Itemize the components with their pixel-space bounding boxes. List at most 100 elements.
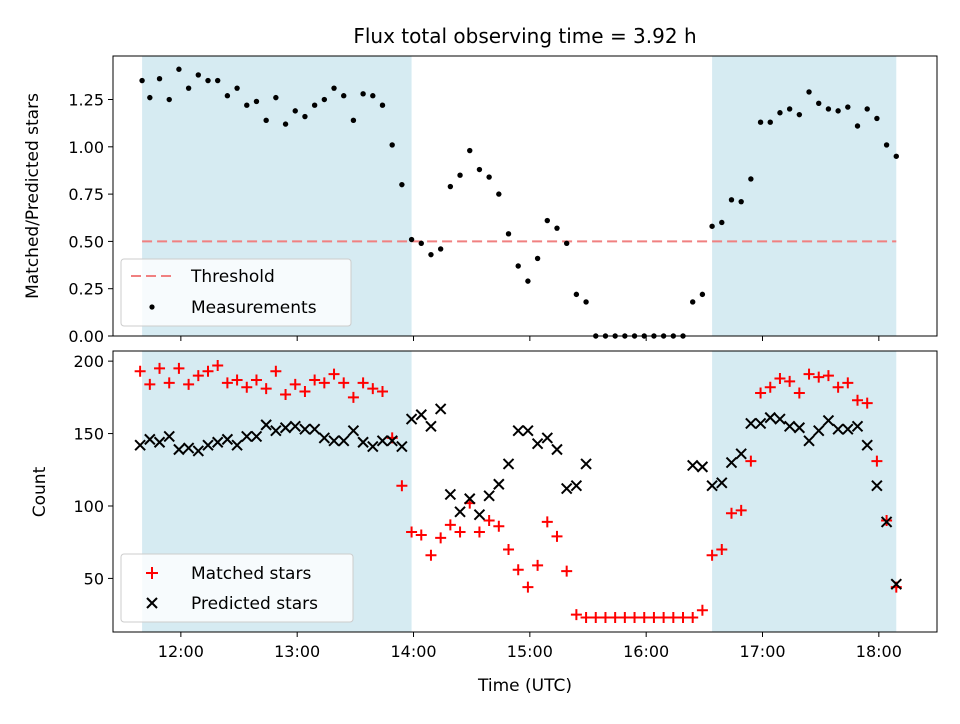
- y-tick-label: 1.00: [68, 138, 104, 157]
- predicted-star-marker: [483, 490, 495, 502]
- bottom-y-axis-ticks: 50 100 150 200: [73, 352, 113, 588]
- measurement-point: [845, 104, 851, 110]
- matched-star-marker: [357, 377, 369, 389]
- bottom-legend: Matched stars Predicted stars: [120, 553, 354, 623]
- predicted-star-marker: [725, 456, 738, 469]
- predicted-star-marker: [338, 435, 350, 447]
- predicted-star-marker: [231, 439, 243, 451]
- y-tick-label: 1.25: [68, 91, 104, 110]
- predicted-star-marker: [813, 424, 825, 437]
- predicted-star-marker: [745, 417, 757, 430]
- x-tick-label: 18:00: [856, 642, 902, 661]
- measurement-point: [709, 223, 715, 229]
- legend-matched-swatch: [146, 567, 158, 579]
- y-tick-label: 50: [84, 569, 104, 588]
- predicted-star-marker: [716, 477, 728, 489]
- predicted-star-marker: [454, 506, 466, 518]
- bottom-y-axis-label: Count: [30, 466, 50, 517]
- predicted-star-marker: [415, 409, 427, 421]
- matched-star-marker: [367, 383, 379, 395]
- matched-star-marker: [725, 507, 737, 519]
- predicted-star-marker: [764, 411, 776, 424]
- measurement-point: [893, 153, 899, 159]
- matched-star-marker: [435, 532, 447, 544]
- measurement-point: [185, 85, 192, 91]
- measurement-point: [699, 291, 706, 298]
- measurement-point: [748, 176, 754, 182]
- measurement-point: [583, 299, 589, 305]
- matched-star-marker: [241, 381, 253, 393]
- measurement-point: [282, 121, 289, 127]
- matched-star-marker: [163, 377, 175, 389]
- y-tick-label: 0.00: [68, 327, 104, 346]
- predicted-star-marker: [289, 420, 301, 433]
- legend-predicted-swatch: [146, 597, 158, 609]
- top-x-axis-ticks: [180, 336, 880, 341]
- matched-star-marker: [454, 526, 466, 538]
- matched-star-marker: [250, 374, 262, 386]
- top-legend-box: [120, 258, 352, 327]
- measurement-point: [883, 142, 890, 148]
- x-tick-label: 17:00: [739, 642, 785, 661]
- predicted-star-marker: [560, 482, 573, 495]
- y-tick-label: 0.25: [68, 280, 104, 299]
- measurement-point: [563, 240, 570, 246]
- y-tick-label: 150: [73, 425, 104, 444]
- measurement-point: [224, 93, 231, 99]
- predicted-star-marker: [473, 508, 486, 521]
- matched-star-marker: [493, 520, 505, 532]
- predicted-star-marker: [880, 516, 893, 528]
- matched-star-marker: [706, 549, 718, 561]
- legend-measurements-swatch: [149, 304, 155, 310]
- measurement-point: [214, 77, 221, 84]
- predicted-star-marker: [347, 424, 360, 437]
- matched-star-marker: [473, 526, 485, 538]
- top-plot-frame: [112, 55, 938, 337]
- matched-star-marker: [309, 374, 321, 386]
- predicted-star-marker: [221, 433, 234, 446]
- matched-star-marker: [687, 612, 699, 624]
- predicted-star-marker: [182, 442, 195, 454]
- predicted-star-marker: [832, 423, 844, 435]
- measurement-point: [389, 142, 395, 148]
- top-y-axis-label: Matched/Predicted stars: [23, 93, 43, 299]
- matched-star-marker: [667, 612, 679, 624]
- predicted-star-marker: [376, 435, 389, 447]
- measurement-point: [195, 72, 202, 78]
- measurement-point: [428, 251, 434, 258]
- matched-star-marker: [512, 564, 524, 576]
- measurement-point: [350, 117, 357, 124]
- predicted-star-marker: [318, 432, 331, 444]
- matched-star-marker: [551, 530, 563, 542]
- predicted-star-marker: [531, 437, 544, 450]
- predicted-star-marker: [173, 443, 185, 456]
- y-tick-label: 0.50: [68, 232, 104, 251]
- matched-star-marker: [260, 383, 272, 395]
- matched-star-marker: [444, 519, 456, 531]
- x-axis-label: Time (UTC): [477, 676, 572, 696]
- matched-star-marker: [696, 604, 708, 616]
- measurement-point: [874, 115, 880, 122]
- matched-star-marker: [774, 373, 786, 385]
- matched-star-marker: [561, 565, 573, 577]
- measurement-point: [728, 197, 735, 203]
- matched-star-marker: [784, 375, 796, 387]
- measurement-point: [166, 96, 172, 103]
- predicted-star-marker: [464, 493, 476, 505]
- matched-star-marker: [280, 388, 292, 400]
- matched-star-marker: [590, 612, 602, 624]
- measurement-point: [515, 263, 521, 269]
- measurement-point: [690, 299, 696, 305]
- measurement-point: [418, 240, 424, 246]
- predicted-star-marker: [570, 479, 583, 492]
- matched-star-marker: [202, 365, 214, 377]
- measurement-point: [573, 291, 580, 298]
- predicted-star-marker: [308, 423, 321, 435]
- y-tick-label: 200: [73, 352, 104, 371]
- measurement-point: [437, 246, 444, 252]
- measurement-point: [486, 174, 492, 180]
- matched-star-marker: [328, 368, 340, 380]
- measurement-point: [244, 102, 250, 108]
- measurement-point: [205, 77, 211, 84]
- measurement-point: [457, 172, 463, 178]
